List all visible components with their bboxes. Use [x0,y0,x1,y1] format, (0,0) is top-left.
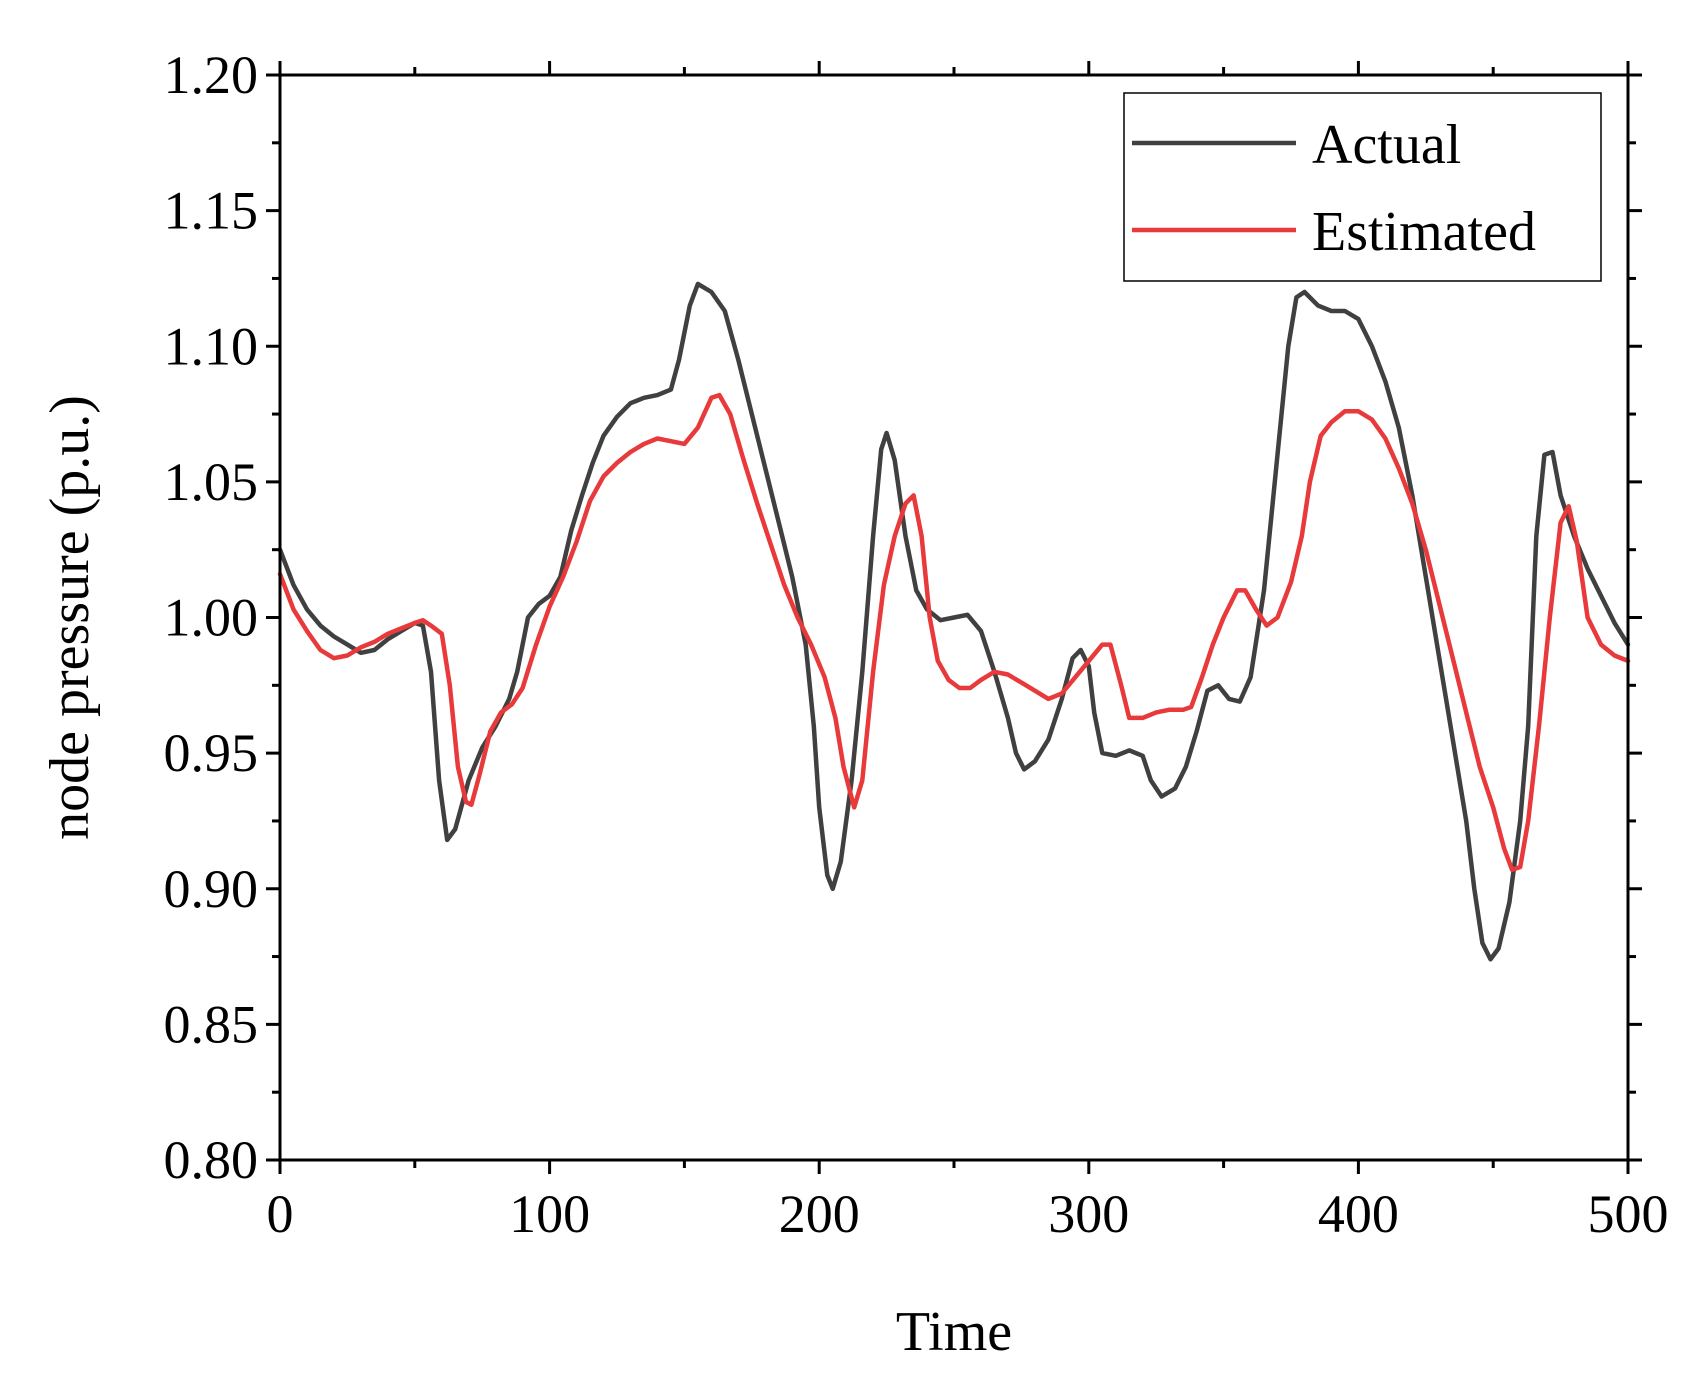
y-tick-label: 1.10 [164,316,259,376]
series-line-actual [277,281,1631,962]
axis-ticks [266,61,1642,1174]
y-tick-label: 1.20 [164,45,259,105]
series-layer [277,281,1631,962]
y-tick-label: 1.00 [164,588,259,648]
y-tick-label: 0.85 [164,994,259,1054]
y-tick-label: 1.15 [164,181,259,241]
x-axis-title: Time [896,1301,1012,1363]
legend-box [1123,92,1602,282]
series-line-estimated [277,392,1631,873]
y-tick-label: 1.05 [164,452,259,512]
legend-label-actual: Actual [1312,114,1461,176]
x-tick-label: 100 [509,1184,590,1244]
legend-label-estimated: Estimated [1312,201,1536,263]
y-tick-label: 0.95 [164,723,259,783]
y-axis-title: node pressure (p.u.) [39,395,101,840]
x-tick-label: 500 [1588,1184,1669,1244]
y-tick-label: 0.90 [164,859,259,919]
x-tick-label: 400 [1318,1184,1399,1244]
y-tick-label: 0.80 [164,1130,259,1190]
x-tick-label: 200 [779,1184,860,1244]
axis-tick-labels: 0 100 200 300 400 500 0.80 0.85 0.90 0.95 1.00 1.05… [164,45,1669,1244]
x-tick-label: 300 [1048,1184,1129,1244]
legend: Actual Estimated [1123,92,1602,282]
x-tick-label: 0 [267,1184,294,1244]
